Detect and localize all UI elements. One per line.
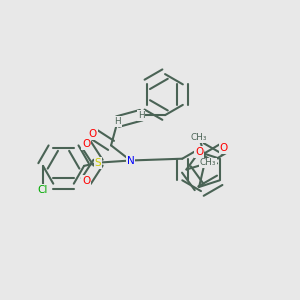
- Text: CH₃: CH₃: [191, 133, 207, 142]
- Text: Cl: Cl: [38, 185, 48, 195]
- Text: O: O: [220, 143, 228, 153]
- Text: O: O: [88, 128, 97, 139]
- Text: CH₃: CH₃: [200, 158, 216, 167]
- Text: O: O: [82, 139, 90, 149]
- Text: H: H: [138, 111, 145, 120]
- Text: N: N: [127, 155, 134, 166]
- Text: S: S: [95, 158, 101, 168]
- Text: O: O: [82, 176, 90, 186]
- Text: H: H: [114, 117, 121, 126]
- Text: O: O: [195, 147, 203, 157]
